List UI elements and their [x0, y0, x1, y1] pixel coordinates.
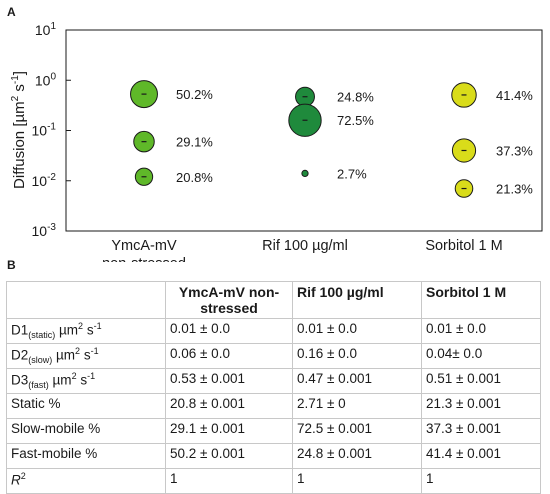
percentage-label: 21.3%: [496, 182, 533, 197]
table-cell: 0.53 ± 0.001: [165, 368, 293, 394]
table-cell: 24.8 ± 0.001: [292, 443, 422, 469]
row-label: Static %: [6, 393, 166, 419]
x-category-label: Sorbitol 1 M: [425, 238, 502, 254]
table-cell: 0.01 ± 0.0: [292, 318, 422, 344]
table-row: Fast-mobile % 50.2 ± 0.001 24.8 ± 0.001 41.…: [6, 443, 541, 469]
x-category-label: YmcA-mV: [111, 238, 177, 254]
table-row: R2 1 1 1: [6, 468, 541, 494]
table-cell: 29.1 ± 0.001: [165, 418, 293, 444]
y-tick-label: 10-2: [32, 172, 57, 189]
percentage-label: 41.4%: [496, 88, 533, 103]
table-cell: 1: [165, 468, 293, 494]
percentage-label: 29.1%: [176, 135, 213, 150]
panel-a-letter: A: [7, 5, 16, 19]
table-cell: 0.01 ± 0.0: [165, 318, 293, 344]
table-row: Slow-mobile % 29.1 ± 0.001 72.5 ± 0.001 37.…: [6, 418, 541, 444]
table-cell: 0.01 ± 0.0: [421, 318, 541, 344]
percentage-label: 2.7%: [337, 166, 367, 181]
table-cell: 0.47 ± 0.001: [292, 368, 422, 394]
percentage-label: 72.5%: [337, 113, 374, 128]
data-points: 50.2% 29.1% 20.8% 24.8% 72.5% 2.7% 41.4% 37.3% 2…: [130, 80, 533, 198]
table-cell: 41.4 ± 0.001: [421, 443, 541, 469]
table-header-empty: [6, 281, 166, 319]
table-body: D1(static) µm2 s-1 0.01 ± 0.0 0.01 ± 0.0 0.…: [6, 318, 541, 494]
x-category-labels: YmcA-mV non-stressed Rif 100 µg/ml Sorbitol…: [102, 238, 503, 262]
row-label: R2: [6, 468, 166, 494]
table-header-ymca: YmcA-mV non-stressed: [165, 281, 293, 319]
y-axis-label: Diffusion [µm2 s-1]: [10, 71, 28, 189]
y-tick-label: 10-1: [32, 122, 57, 139]
table-cell: 2.71 ± 0: [292, 393, 422, 419]
y-ticks: 10-3 10-2 10-1 100 101: [32, 21, 71, 239]
table-cell: 50.2 ± 0.001: [165, 443, 293, 469]
table-cell: 0.04± 0.0: [421, 343, 541, 369]
table-cell: 1: [292, 468, 422, 494]
y-tick-label: 100: [35, 71, 57, 88]
table-row: D2(slow) µm2 s-1 0.06 ± 0.0 0.16 ± 0.0 0.04…: [6, 343, 541, 369]
table-cell: 20.8 ± 0.001: [165, 393, 293, 419]
table-cell: 0.06 ± 0.0: [165, 343, 293, 369]
percentage-label: 50.2%: [176, 87, 213, 102]
row-label: Slow-mobile %: [6, 418, 166, 444]
diffusion-chart: 10-3 10-2 10-1 100 101 YmcA-mV non-stressed Ri…: [10, 21, 543, 262]
x-category-label-line2: non-stressed: [102, 256, 186, 262]
row-label: D2(slow) µm2 s-1: [6, 343, 166, 369]
table-header-row: YmcA-mV non-stressed Rif 100 µg/ml Sorbi…: [6, 281, 541, 319]
table-cell: 21.3 ± 0.001: [421, 393, 541, 419]
percentage-label: 20.8%: [176, 170, 213, 185]
data-bubble: [301, 169, 309, 178]
diffusion-results-table: YmcA-mV non-stressed Rif 100 µg/ml Sorbi…: [6, 281, 541, 494]
table-row: D1(static) µm2 s-1 0.01 ± 0.0 0.01 ± 0.0 0.…: [6, 318, 541, 344]
table-cell: 72.5 ± 0.001: [292, 418, 422, 444]
table-row: Static % 20.8 ± 0.001 2.71 ± 0 21.3 ± 0.001: [6, 393, 541, 419]
table-cell: 0.51 ± 0.001: [421, 368, 541, 394]
row-label: D1(static) µm2 s-1: [6, 318, 166, 344]
table-cell: 0.16 ± 0.0: [292, 343, 422, 369]
table-header-rif: Rif 100 µg/ml: [292, 281, 422, 319]
panel-b-letter: B: [7, 258, 16, 272]
row-label: D3(fast) µm2 s-1: [6, 368, 166, 394]
x-category-label: Rif 100 µg/ml: [262, 238, 348, 254]
table-header-sorbitol: Sorbitol 1 M: [421, 281, 541, 319]
y-tick-label: 10-3: [32, 222, 57, 239]
row-label: Fast-mobile %: [6, 443, 166, 469]
table-cell: 37.3 ± 0.001: [421, 418, 541, 444]
y-tick-label: 101: [35, 21, 57, 38]
percentage-label: 24.8%: [337, 90, 374, 105]
table-row: D3(fast) µm2 s-1 0.53 ± 0.001 0.47 ± 0.001…: [6, 368, 541, 394]
table-cell: 1: [421, 468, 541, 494]
percentage-label: 37.3%: [496, 143, 533, 158]
